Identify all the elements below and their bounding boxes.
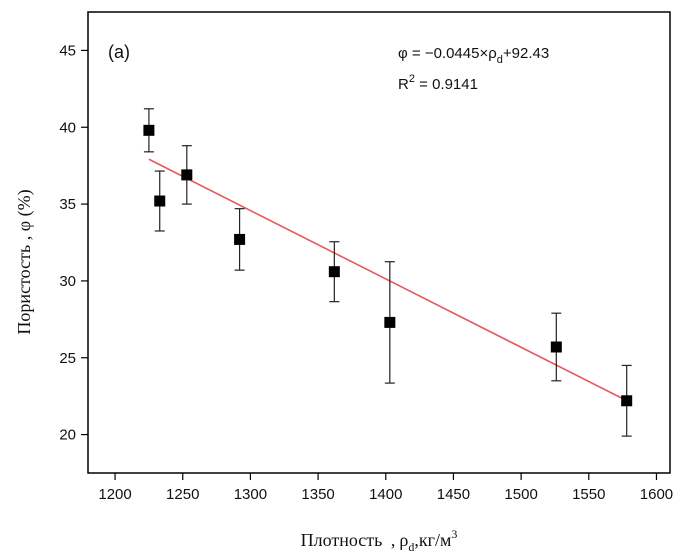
- y-axis-label: Пористость , φ (%): [14, 189, 35, 334]
- y-tick-label: 35: [59, 196, 76, 213]
- data-point: [181, 169, 193, 181]
- y-tick-label: 25: [59, 350, 76, 367]
- x-tick-label: 1450: [437, 486, 470, 503]
- fit-line: [148, 158, 628, 402]
- panel-label: (a): [108, 42, 130, 62]
- x-axis-label-symbol: ρ: [399, 530, 408, 550]
- x-tick-label: 1250: [166, 486, 199, 503]
- x-axis-ticks: 1200 1250 1300 1350 1400 1450 1500 1550 1600: [98, 473, 673, 503]
- data-point: [384, 316, 396, 328]
- equation-annotation: φ = −0.0445×ρd+92.43: [398, 45, 549, 66]
- fit-line-group: [148, 158, 628, 402]
- x-tick-label: 1600: [640, 486, 673, 503]
- data-point: [234, 233, 246, 245]
- r-squared-prefix: R: [398, 76, 409, 93]
- y-tick-label: 20: [59, 427, 76, 444]
- x-tick-label: 1350: [301, 486, 334, 503]
- r-squared-annotation: R2 = 0.9141: [398, 73, 478, 93]
- x-axis-label-subscript: d: [408, 540, 414, 554]
- plot-frame: [87, 11, 671, 474]
- y-axis-ticks: 20 25 30 35 40 45: [59, 42, 88, 444]
- data-point: [550, 341, 562, 353]
- x-axis-label-main: Плотность: [301, 530, 387, 550]
- x-axis-label-superscript: 3: [451, 527, 457, 541]
- y-tick-label: 30: [59, 273, 76, 290]
- x-axis-label: Плотность , ρd,кг/м3: [301, 527, 458, 554]
- data-points-group: [143, 108, 633, 437]
- data-point: [621, 395, 633, 407]
- x-tick-label: 1500: [504, 486, 537, 503]
- x-tick-label: 1400: [369, 486, 402, 503]
- data-point: [143, 124, 155, 136]
- x-axis-label-comma-2: ,: [414, 530, 419, 550]
- x-tick-label: 1300: [234, 486, 267, 503]
- x-tick-label: 1550: [572, 486, 605, 503]
- equation-lhs: φ = −0.0445×ρ: [398, 45, 497, 62]
- r-squared-superscript: 2: [409, 73, 415, 85]
- equation-rhs: +92.43: [503, 45, 549, 62]
- data-point: [154, 195, 166, 207]
- data-point: [328, 266, 340, 278]
- equation-subscript: d: [497, 54, 503, 66]
- r-squared-value: = 0.9141: [415, 76, 478, 93]
- x-axis-label-comma: ,: [391, 530, 396, 550]
- x-tick-label: 1200: [98, 486, 131, 503]
- y-tick-label: 40: [59, 119, 76, 136]
- y-tick-label: 45: [59, 42, 76, 59]
- x-axis-label-unit: кг/м: [419, 530, 452, 550]
